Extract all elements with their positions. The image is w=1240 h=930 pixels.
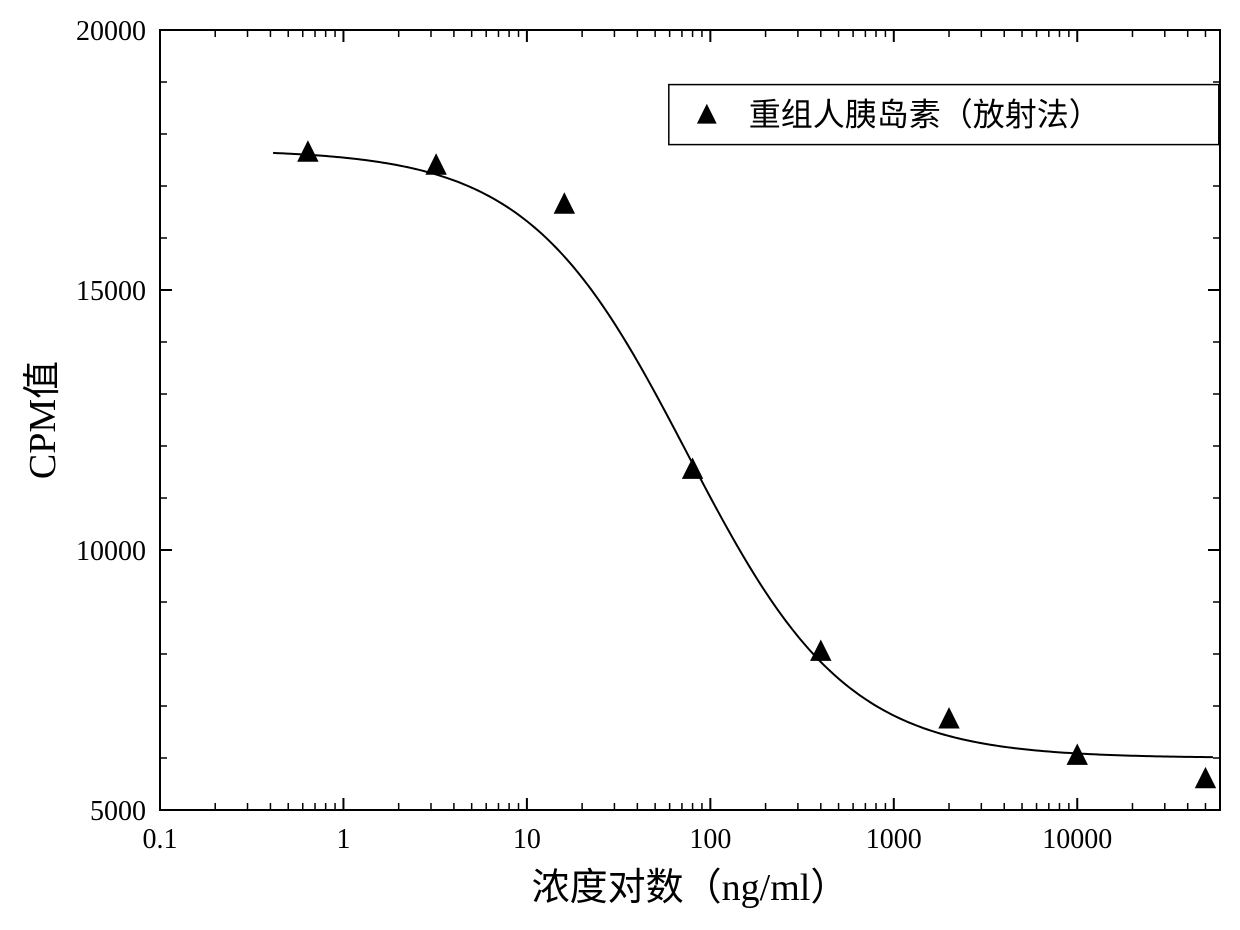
data-marker: [426, 154, 446, 174]
data-marker: [683, 459, 703, 479]
x-tick-label: 0.1: [143, 824, 178, 855]
x-tick-label: 1: [336, 824, 350, 855]
x-tick-label: 1000: [866, 824, 922, 855]
fit-curve: [273, 153, 1213, 757]
y-axis-title: CPM值: [22, 361, 64, 479]
x-tick-label: 10: [513, 824, 541, 855]
x-tick-label: 100: [689, 824, 731, 855]
y-tick-label: 5000: [90, 796, 146, 827]
data-marker: [298, 141, 318, 161]
chart-container: 0.1 1 10 100 1000 10000 5000 10000 15000 20000 CPM…: [0, 0, 1240, 930]
data-marker: [554, 193, 574, 213]
y-tick-label: 20000: [76, 16, 146, 47]
x-tick-label: 10000: [1042, 824, 1112, 855]
legend-label: 重组人胰岛素（放射法）: [749, 97, 1101, 133]
data-marker: [1196, 768, 1216, 788]
chart-svg: 0.1 1 10 100 1000 10000 5000 10000 15000 20000 CPM…: [0, 0, 1240, 930]
x-axis-title: 浓度对数（ng/ml）: [532, 867, 849, 909]
plot-border: [160, 30, 1220, 810]
data-marker: [939, 708, 959, 728]
y-tick-label: 10000: [76, 536, 146, 567]
data-marker: [811, 641, 831, 661]
y-tick-label: 15000: [76, 276, 146, 307]
